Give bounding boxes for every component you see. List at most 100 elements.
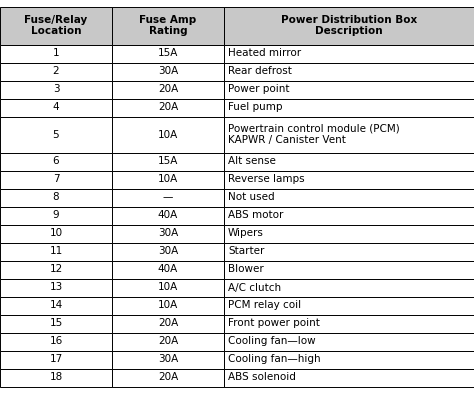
Text: 18: 18 bbox=[49, 373, 63, 382]
Text: Power point: Power point bbox=[228, 84, 290, 94]
Text: 30A: 30A bbox=[158, 354, 178, 364]
Bar bbox=[0, 314, 112, 332]
Bar bbox=[112, 206, 224, 224]
Bar bbox=[112, 189, 224, 206]
Bar bbox=[112, 369, 224, 386]
Text: PCM relay coil: PCM relay coil bbox=[228, 301, 301, 310]
Text: Wipers: Wipers bbox=[228, 228, 264, 239]
Bar bbox=[224, 279, 474, 296]
Bar bbox=[224, 62, 474, 81]
Bar bbox=[112, 62, 224, 81]
Bar bbox=[224, 296, 474, 314]
Text: 14: 14 bbox=[49, 301, 63, 310]
Text: 12: 12 bbox=[49, 264, 63, 274]
Bar bbox=[0, 206, 112, 224]
Text: 17: 17 bbox=[49, 354, 63, 364]
Text: 6: 6 bbox=[53, 156, 59, 167]
Bar bbox=[224, 224, 474, 242]
Bar bbox=[0, 44, 112, 62]
Bar bbox=[224, 242, 474, 261]
Bar bbox=[224, 189, 474, 206]
Text: Powertrain control module (PCM)
KAPWR / Canister Vent: Powertrain control module (PCM) KAPWR / … bbox=[228, 124, 400, 145]
Bar bbox=[224, 314, 474, 332]
Text: Blower: Blower bbox=[228, 264, 264, 274]
Bar bbox=[0, 152, 112, 171]
Bar bbox=[112, 296, 224, 314]
Bar bbox=[224, 99, 474, 116]
Bar bbox=[0, 242, 112, 261]
Text: Cooling fan—high: Cooling fan—high bbox=[228, 354, 320, 364]
Text: Starter: Starter bbox=[228, 246, 264, 257]
Bar bbox=[112, 152, 224, 171]
Bar bbox=[112, 7, 224, 44]
Text: 20A: 20A bbox=[158, 336, 178, 347]
Bar bbox=[0, 351, 112, 369]
Text: Not used: Not used bbox=[228, 193, 274, 202]
Text: Heated mirror: Heated mirror bbox=[228, 48, 301, 59]
Bar bbox=[0, 261, 112, 279]
Bar bbox=[224, 152, 474, 171]
Text: 2: 2 bbox=[53, 66, 59, 77]
Bar bbox=[224, 261, 474, 279]
Text: 11: 11 bbox=[49, 246, 63, 257]
Bar bbox=[112, 314, 224, 332]
Bar bbox=[112, 279, 224, 296]
Bar bbox=[0, 99, 112, 116]
Bar bbox=[224, 171, 474, 189]
Text: 4: 4 bbox=[53, 103, 59, 112]
Text: 8: 8 bbox=[53, 193, 59, 202]
Text: 30A: 30A bbox=[158, 246, 178, 257]
Bar bbox=[224, 81, 474, 99]
Text: ABS motor: ABS motor bbox=[228, 211, 283, 220]
Text: 5: 5 bbox=[53, 130, 59, 140]
Text: 7: 7 bbox=[53, 174, 59, 184]
Text: A/C clutch: A/C clutch bbox=[228, 283, 281, 292]
Text: 40A: 40A bbox=[158, 211, 178, 220]
Bar bbox=[0, 81, 112, 99]
Bar bbox=[112, 44, 224, 62]
Bar bbox=[112, 99, 224, 116]
Bar bbox=[224, 116, 474, 152]
Bar bbox=[0, 189, 112, 206]
Bar bbox=[112, 81, 224, 99]
Text: 20A: 20A bbox=[158, 373, 178, 382]
Text: 15A: 15A bbox=[158, 156, 178, 167]
Bar bbox=[224, 44, 474, 62]
Text: —: — bbox=[163, 193, 173, 202]
Text: 9: 9 bbox=[53, 211, 59, 220]
Text: 10A: 10A bbox=[158, 130, 178, 140]
Text: Fuse Amp
Rating: Fuse Amp Rating bbox=[139, 15, 197, 36]
Bar bbox=[0, 332, 112, 351]
Text: 20A: 20A bbox=[158, 318, 178, 329]
Text: Front power point: Front power point bbox=[228, 318, 320, 329]
Text: Cooling fan—low: Cooling fan—low bbox=[228, 336, 316, 347]
Bar bbox=[112, 171, 224, 189]
Bar bbox=[0, 279, 112, 296]
Bar bbox=[0, 171, 112, 189]
Text: 13: 13 bbox=[49, 283, 63, 292]
Text: Reverse lamps: Reverse lamps bbox=[228, 174, 305, 184]
Bar bbox=[224, 206, 474, 224]
Bar bbox=[224, 332, 474, 351]
Bar bbox=[0, 224, 112, 242]
Text: 30A: 30A bbox=[158, 228, 178, 239]
Text: Fuse/Relay
Location: Fuse/Relay Location bbox=[24, 15, 88, 36]
Bar bbox=[0, 7, 112, 44]
Text: 20A: 20A bbox=[158, 103, 178, 112]
Text: 20A: 20A bbox=[158, 84, 178, 94]
Bar bbox=[112, 224, 224, 242]
Text: 16: 16 bbox=[49, 336, 63, 347]
Text: ABS solenoid: ABS solenoid bbox=[228, 373, 296, 382]
Text: Power Distribution Box
Description: Power Distribution Box Description bbox=[281, 15, 417, 36]
Text: 15A: 15A bbox=[158, 48, 178, 59]
Text: 10: 10 bbox=[49, 228, 63, 239]
Text: Fuel pump: Fuel pump bbox=[228, 103, 283, 112]
Text: 30A: 30A bbox=[158, 66, 178, 77]
Bar bbox=[0, 62, 112, 81]
Bar bbox=[0, 116, 112, 152]
Bar bbox=[112, 351, 224, 369]
Text: 10A: 10A bbox=[158, 174, 178, 184]
Bar bbox=[0, 369, 112, 386]
Text: 3: 3 bbox=[53, 84, 59, 94]
Bar bbox=[112, 116, 224, 152]
